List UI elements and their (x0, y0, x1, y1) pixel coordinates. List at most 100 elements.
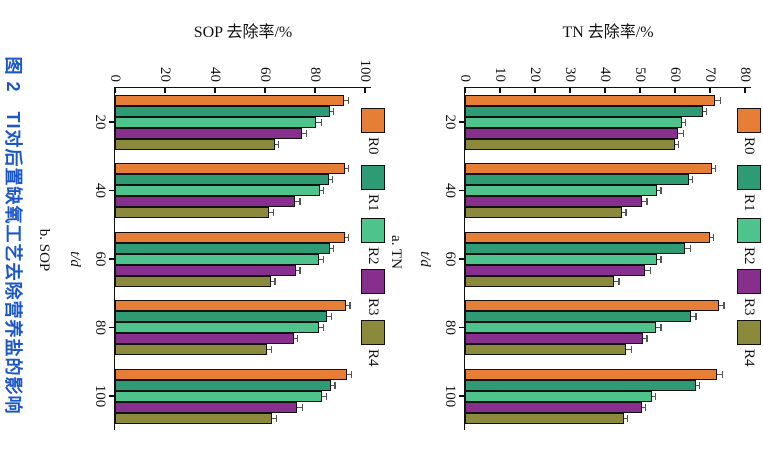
bar-R4-b (115, 138, 275, 150)
error-cap-a (695, 313, 697, 320)
error-cap-a (723, 302, 725, 309)
error-cap-b (348, 165, 350, 172)
error-cap-a (660, 187, 662, 194)
x-tick-label-b: 40 (92, 183, 108, 198)
error-cap-a (721, 370, 723, 378)
y-tick-label-a: 70 (702, 67, 718, 82)
y-tick-b (364, 88, 366, 93)
y-tick-label-b: 40 (207, 67, 223, 82)
bar-R2-b (115, 253, 319, 265)
x-tick-a (458, 395, 464, 397)
tn-xaxis-label: t/d (417, 251, 433, 267)
x-tick-label-b: 100 (92, 384, 108, 408)
error-cap-b (323, 324, 325, 331)
y-tick-b (314, 88, 316, 93)
bar-R3-a (465, 264, 646, 276)
error-cap-a (660, 255, 662, 263)
x-tick-a (458, 258, 464, 260)
legend-swatch-R4-b (361, 320, 385, 345)
y-axis-a (465, 86, 751, 88)
error-cap-b (275, 414, 277, 422)
bar-R3-a (465, 401, 642, 413)
bar-R2-a (465, 322, 656, 333)
y-tick-label-a: 80 (737, 67, 753, 82)
legend-swatch-R3-b (361, 269, 385, 294)
x-tick-label-a: 20 (442, 114, 458, 130)
x-tick-label-b: 80 (92, 320, 108, 335)
x-tick-b (108, 189, 114, 192)
x-tick-b (108, 258, 114, 260)
error-cap-a (627, 414, 629, 422)
error-cap-b (331, 176, 334, 183)
error-cap-a (690, 244, 692, 252)
y-tick-label-a: 50 (632, 67, 648, 82)
bar-R0-a (465, 231, 710, 243)
error-cap-b (320, 118, 322, 126)
error-cap-b (305, 129, 307, 137)
bar-R4-a (465, 138, 675, 150)
subplot-label-a-tn: a. TN (388, 235, 404, 269)
y-tick-label-b: 100 (357, 59, 373, 83)
bar-R4-a (465, 207, 623, 218)
bar-R2-b (115, 185, 320, 196)
error-cap-a (660, 324, 662, 331)
error-cap-a (714, 165, 716, 172)
legend-label-R3-b: R3 (365, 298, 381, 316)
error-cap-a (649, 266, 652, 274)
error-cap-a (683, 129, 685, 137)
error-cap-b (325, 392, 327, 400)
error-cap-a (698, 381, 701, 389)
y-tick-label-a: 10 (492, 67, 508, 82)
bar-R0-a (465, 94, 716, 106)
y-tick-a (569, 88, 571, 93)
error-cap-b (274, 277, 276, 285)
x-tick-label-a: 100 (442, 384, 458, 408)
legend-swatch-R4-a (737, 320, 761, 345)
bar-R1-a (465, 311, 691, 322)
bar-R3-a (465, 127, 679, 139)
bar-R1-b (115, 174, 329, 185)
bar-R0-b (115, 94, 344, 106)
y-tick-a (639, 88, 641, 93)
error-cap-b (301, 403, 304, 411)
error-cap-a (625, 209, 627, 216)
y-axis-b (115, 86, 371, 88)
figure-caption: 图 2 TI对后置缺氧工艺去除营养盐的影响 (3, 56, 23, 415)
legend-swatch-R0-a (737, 108, 761, 133)
bar-R2-a (465, 116, 682, 128)
x-tick-a (458, 326, 464, 329)
legend-label-R2-b: R2 (365, 247, 381, 265)
y-tick-a (464, 88, 466, 93)
y-tick-a (534, 88, 536, 93)
error-cap-a (684, 118, 687, 126)
y-tick-b (114, 88, 116, 93)
error-cap-b (330, 313, 332, 320)
bar-R4-a (465, 344, 626, 355)
legend-label-R4-a: R4 (741, 349, 757, 367)
bar-R3-b (115, 401, 298, 413)
bar-R0-a (465, 300, 719, 311)
error-cap-b (296, 335, 299, 342)
legend-label-R3-a: R3 (741, 298, 757, 316)
bar-R3-b (115, 196, 295, 207)
bar-R2-a (465, 390, 653, 402)
legend-swatch-R2-a (737, 218, 761, 243)
error-cap-a (646, 198, 648, 205)
bar-R0-b (115, 300, 347, 311)
y-tick-label-a: 60 (667, 67, 683, 82)
bar-R1-b (115, 379, 332, 391)
bar-R3-b (115, 127, 303, 139)
error-cap-b (348, 96, 350, 104)
bar-R2-b (115, 390, 323, 402)
x-tick-label-b: 60 (92, 251, 108, 267)
legend-swatch-R1-b (361, 165, 385, 190)
error-cap-b (299, 266, 301, 274)
error-cap-b (350, 370, 352, 378)
y-tick-label-a: 0 (457, 74, 473, 83)
y-tick-label-a: 20 (527, 67, 543, 82)
x-tick-label-a: 80 (442, 320, 458, 335)
error-cap-b (273, 209, 275, 216)
y-tick-label-b: 0 (107, 74, 123, 83)
